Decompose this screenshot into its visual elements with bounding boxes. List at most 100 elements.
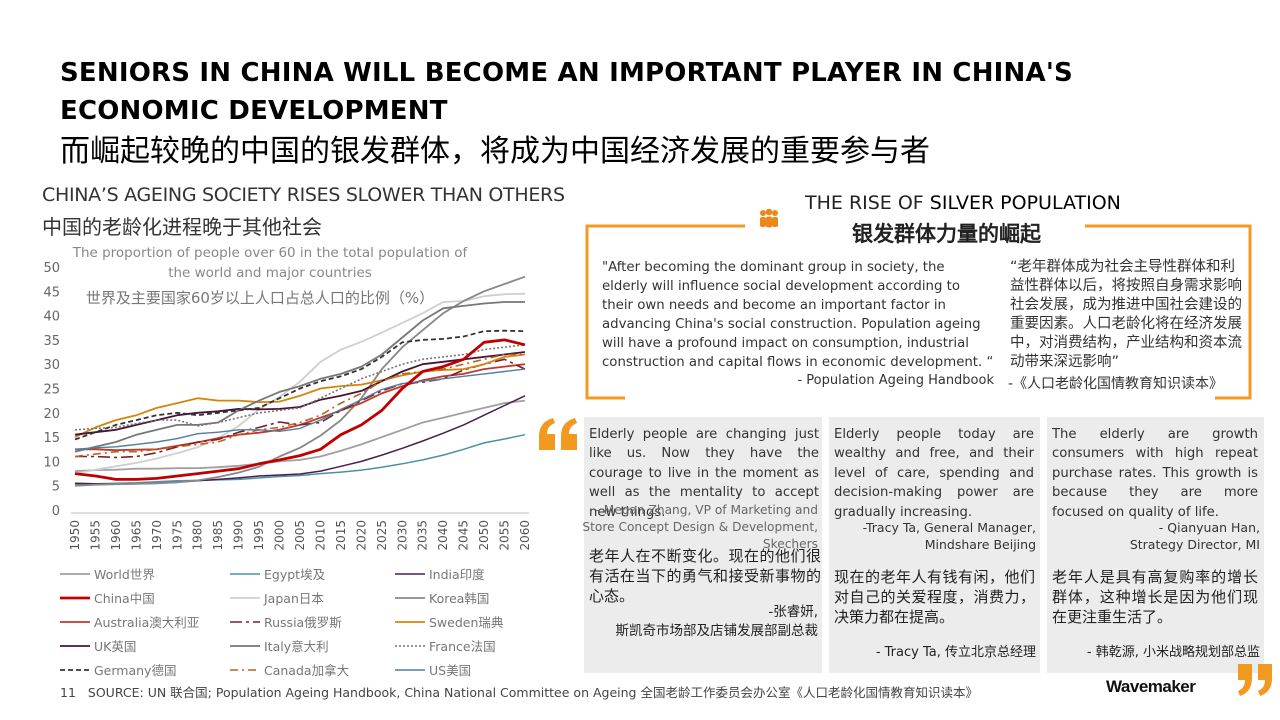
quote-card-1: Elderly people are changing just like us… <box>582 417 822 673</box>
legend-entry: US美国 <box>395 660 471 679</box>
y-tick-label: 10 <box>43 455 60 470</box>
legend-label: India印度 <box>429 567 485 582</box>
legend-label: China中国 <box>94 591 155 606</box>
legend-label: France法国 <box>429 639 496 654</box>
x-tick-label: 1990 <box>232 520 246 551</box>
card-1-source-en: - Megan Zhang, VP of Marketing and Store… <box>582 503 818 551</box>
legend-label: World世界 <box>94 567 155 582</box>
card-2-source-cn: - Tracy Ta, 传立北京总经理 <box>875 645 1036 660</box>
x-tick-label: 1965 <box>129 520 143 551</box>
card-3-source-en: - Qianyuan Han, Strategy Director, MI <box>1129 520 1260 552</box>
legend-label: Australia澳大利亚 <box>94 615 200 630</box>
series-line <box>74 338 526 481</box>
x-tick-label: 1980 <box>191 520 205 551</box>
legend-swatch <box>60 644 90 647</box>
y-tick-label: 35 <box>43 334 60 349</box>
y-tick-label: 45 <box>43 285 60 300</box>
series-line <box>74 351 526 436</box>
series-line <box>74 275 526 487</box>
legend-swatch <box>230 596 260 599</box>
legend-swatch <box>230 668 260 671</box>
series-line <box>74 344 526 431</box>
y-tick-label: 50 <box>43 261 60 276</box>
legend-entry: Egypt埃及 <box>230 564 325 583</box>
legend-swatch <box>60 572 90 575</box>
legend-swatch <box>60 620 90 623</box>
legend-entry: India印度 <box>395 564 485 583</box>
legend-swatch <box>230 620 260 623</box>
y-tick-label: 40 <box>43 310 60 325</box>
card-1-quote-cn: 老年人在不断变化。现在的他们很有活在当下的勇气和接受新事物的心态。 <box>589 547 821 605</box>
legend-entry: Canada加拿大 <box>230 660 349 679</box>
x-tick-label: 1960 <box>109 520 123 551</box>
x-tick-label: 2000 <box>273 520 287 551</box>
legend-entry: Germany德国 <box>60 660 176 679</box>
rise-heading: THE RISE OF SILVER POPULATION <box>805 192 1121 214</box>
legend-label: Egypt埃及 <box>264 567 326 582</box>
page-title-en: SENIORS IN CHINA WILL BECOME AN IMPORTAN… <box>60 58 1073 126</box>
chart-title-cn: 世界及主要国家60岁以上人口占总人口的比例（%） <box>85 289 435 307</box>
x-tick-label: 2055 <box>498 520 512 551</box>
series-line <box>74 353 526 438</box>
card-2-quote-cn: 现在的老年人有钱有闲，他们对自己的关爱程度，消费力，决策力都在提高。 <box>834 568 1035 626</box>
legend-entry: Italy意大利 <box>230 636 329 655</box>
legend-swatch <box>395 596 425 599</box>
y-tick-label: 15 <box>43 431 60 446</box>
x-tick-label: 2050 <box>477 520 491 551</box>
legend-label: Russia俄罗斯 <box>264 615 342 630</box>
legend-label: Canada加拿大 <box>264 663 350 678</box>
legend-swatch <box>395 668 425 671</box>
card-1-source-cn: -张睿妍, 斯凯奇市场部及店铺发展部副总裁 <box>615 604 819 639</box>
series-line <box>74 292 526 475</box>
legend-swatch <box>395 620 425 623</box>
legend-entry: Australia澳大利亚 <box>60 612 199 631</box>
legend-swatch <box>395 644 425 647</box>
rise-heading-highlight: SILVER POPULATION <box>929 192 1121 214</box>
series-line <box>75 358 526 459</box>
legend-label: UK英国 <box>94 639 137 654</box>
legend-entry: Russia俄罗斯 <box>230 612 342 631</box>
x-tick-label: 2060 <box>518 520 532 551</box>
legend-entry: Korea韩国 <box>395 588 489 607</box>
x-tick-label: 2040 <box>436 520 450 551</box>
x-tick-label: 2025 <box>375 520 389 551</box>
x-tick-label: 1970 <box>150 520 164 551</box>
x-tick-label: 1950 <box>68 520 82 551</box>
rise-heading-prefix: THE RISE OF <box>805 192 924 214</box>
x-tick-label: 2035 <box>416 520 430 551</box>
chart-heading-cn: 中国的老龄化进程晚于其他社会 <box>42 215 322 239</box>
series-line <box>74 301 525 453</box>
legend-swatch <box>60 668 90 671</box>
chart-legend: World世界 Egypt埃及 India印度 China中国 Japan日本 Korea… <box>60 564 560 684</box>
legend-label: Germany德国 <box>94 663 177 678</box>
legend-swatch <box>60 596 90 599</box>
quote-card-2: Elderly people today are wealthy and fre… <box>829 417 1040 673</box>
x-tick-label: 2005 <box>293 520 307 551</box>
legend-entry: France法国 <box>395 636 496 655</box>
rise-heading-cn: 银发群体力量的崛起 <box>852 222 1041 246</box>
quote-cn-source: -《人口老龄化国情教育知识读本》 <box>1008 376 1224 392</box>
chart-title: The proportion of people over 60 in the … <box>72 245 468 281</box>
legend-label: Sweden瑞典 <box>429 615 504 630</box>
legend-swatch <box>395 572 425 575</box>
legend-entry: World世界 <box>60 564 155 583</box>
quote-card-3: The elderly are growth consumers with hi… <box>1047 417 1264 673</box>
y-tick-label: 25 <box>43 383 60 398</box>
x-tick-label: 1955 <box>88 520 102 551</box>
series-line <box>74 368 526 450</box>
quote-frame <box>585 224 1252 400</box>
card-2-quote-en: Elderly people today are wealthy and fre… <box>834 427 1034 520</box>
legend-label: US美国 <box>429 663 472 678</box>
series-line <box>74 353 525 458</box>
page-title-cn: 而崛起较晚的中国的银发群体，将成为中国经济发展的重要参与者 <box>60 134 930 169</box>
series-line <box>74 395 526 485</box>
y-tick-label: 0 <box>52 504 60 519</box>
x-tick-label: 1995 <box>252 520 266 551</box>
x-tick-label: 1985 <box>211 520 225 551</box>
x-tick-label: 2045 <box>457 520 471 551</box>
legend-entry: UK英国 <box>60 636 136 655</box>
y-tick-label: 5 <box>52 480 60 495</box>
legend-label: Korea韩国 <box>429 591 490 606</box>
legend-label: Italy意大利 <box>264 639 329 654</box>
